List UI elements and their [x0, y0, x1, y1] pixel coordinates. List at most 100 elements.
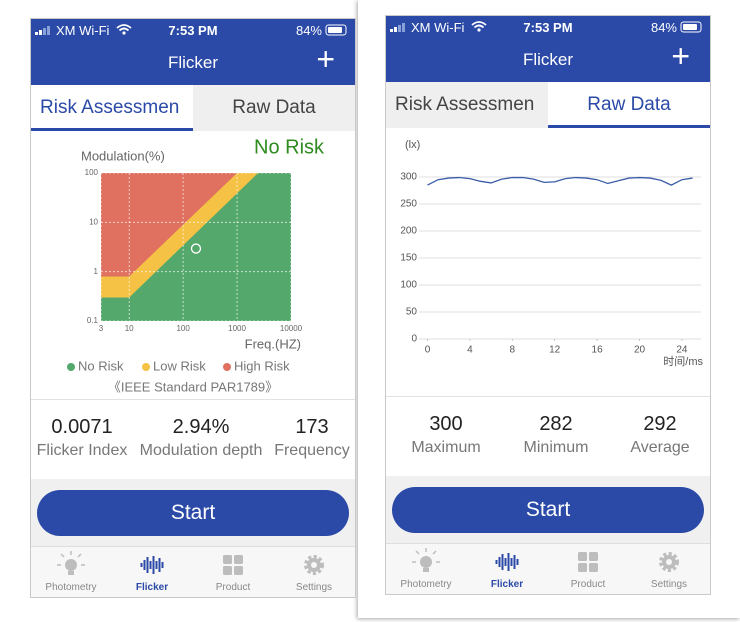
x-tick-label: 16: [592, 345, 604, 356]
y-tick-label: 250: [400, 199, 417, 210]
stat-label: Frequency: [274, 442, 350, 459]
stat-value: 173: [295, 416, 329, 438]
x-tick-label: 4: [467, 345, 473, 356]
divider: [386, 396, 710, 397]
tab-label: Raw Data: [232, 97, 316, 118]
y-tick-label: 100: [400, 280, 417, 291]
tab[interactable]: Raw Data: [193, 85, 355, 131]
result-label: No Risk: [254, 136, 325, 158]
stat-value: 2.94%: [172, 416, 230, 438]
clock: 7:53 PM: [523, 20, 573, 35]
legend-label: High Risk: [234, 358, 290, 373]
start-button[interactable]: Start: [392, 487, 704, 533]
x-tick-label: 100: [176, 324, 190, 333]
nav-bar: [31, 546, 355, 597]
phone-screen: XM Wi-Fi 7:53 PM 84% Flicker + Risk Assessmen…: [385, 15, 711, 595]
nav-item[interactable]: Product: [215, 582, 251, 593]
y-axis-label: Modulation(%): [81, 148, 165, 163]
tab[interactable]: Risk Assessmen: [386, 82, 548, 128]
nav-item[interactable]: Photometry: [45, 582, 97, 593]
nav-item[interactable]: Product: [570, 579, 606, 590]
signal-bar: [39, 30, 42, 35]
x-axis-label: Freq.(HZ): [245, 336, 301, 351]
divider: [31, 399, 355, 400]
clock: 7:53 PM: [168, 23, 218, 38]
data-line: [427, 176, 693, 186]
wifi-dot: [477, 28, 481, 32]
y-tick-label: 50: [406, 307, 418, 318]
x-tick-label: 1000: [228, 324, 246, 333]
stat-value: 300: [429, 413, 463, 435]
y-tick-label: 10: [89, 217, 98, 226]
y-tick-label: 300: [400, 172, 417, 183]
tab[interactable]: Risk Assessmen: [31, 85, 193, 131]
standard-note: 《IEEE Standard PAR1789》: [108, 379, 278, 394]
battery-level: 84%: [650, 20, 677, 35]
screen-title: Flicker: [167, 53, 219, 72]
signal-bar: [394, 27, 397, 32]
add-button[interactable]: +: [671, 38, 690, 74]
signal-bar: [402, 23, 405, 32]
start-button-label: Start: [525, 498, 571, 521]
stat-value: 292: [643, 413, 677, 435]
nav-item[interactable]: Settings: [295, 582, 333, 593]
status-icons: [390, 21, 702, 33]
tab-label: Risk Assessmen: [40, 97, 180, 118]
start-button-label: Start: [170, 501, 216, 524]
risk-region: [101, 173, 291, 321]
legend-swatch: [223, 363, 231, 371]
x-tick-label: 12: [549, 345, 561, 356]
nav-item[interactable]: Photometry: [400, 579, 452, 590]
signal-bar: [398, 25, 401, 32]
start-button[interactable]: Start: [37, 490, 349, 536]
nav-item[interactable]: Settings: [650, 579, 688, 590]
battery-icon-fill: [328, 27, 342, 33]
signal-bar: [35, 32, 38, 35]
stat-label: Maximum: [411, 439, 481, 456]
nav-item[interactable]: Flicker: [490, 579, 524, 590]
tab-label: Raw Data: [587, 94, 671, 115]
measurement-point: [190, 243, 202, 254]
x-tick-label: 10: [125, 324, 134, 333]
legend-label: Low Risk: [153, 358, 206, 373]
tab-label: Risk Assessmen: [395, 94, 535, 115]
tab[interactable]: Raw Data: [548, 82, 710, 128]
stat-value: 282: [539, 413, 573, 435]
tab-underline: [31, 128, 193, 131]
stat-label: Average: [630, 439, 690, 456]
y-tick-label: 0.1: [87, 316, 99, 325]
x-tick-label: 3: [99, 324, 104, 333]
battery-level: 84%: [295, 23, 322, 38]
x-tick-label: 24: [676, 345, 688, 356]
y-tick-label: 150: [400, 253, 417, 264]
wifi-icon: [116, 24, 132, 32]
stat-label: Modulation depth: [139, 442, 263, 459]
y-tick-label: 100: [85, 168, 99, 177]
signal-bar: [43, 28, 46, 35]
signal-bar: [390, 29, 393, 32]
legend-swatch: [142, 363, 150, 371]
y-tick-label: 200: [400, 226, 417, 237]
add-button[interactable]: +: [316, 41, 335, 77]
phone-screen: XM Wi-Fi 7:53 PM 84% Flicker + Risk Assessmen…: [30, 18, 356, 598]
risk-region: [101, 173, 291, 321]
x-tick-label: 0: [425, 345, 431, 356]
y-tick-label: 0: [411, 334, 417, 345]
status-icons: [35, 24, 347, 36]
battery-icon: [680, 21, 702, 33]
carrier: XM Wi-Fi: [56, 23, 110, 38]
signal-bar: [47, 26, 50, 35]
y-tick-label: 1: [94, 267, 99, 276]
wifi-icon: [471, 21, 487, 29]
nav-bar: [386, 543, 710, 594]
y-axis-label: (lx): [405, 139, 420, 151]
x-axis-label: 时间/ms: [663, 355, 703, 368]
stat-value: 0.0071: [51, 416, 113, 438]
nav-item[interactable]: Flicker: [135, 582, 169, 593]
battery-icon: [325, 24, 347, 36]
tab-underline: [548, 125, 710, 128]
carrier: XM Wi-Fi: [411, 20, 465, 35]
legend-swatch: [67, 363, 75, 371]
x-tick-label: 8: [510, 345, 516, 356]
